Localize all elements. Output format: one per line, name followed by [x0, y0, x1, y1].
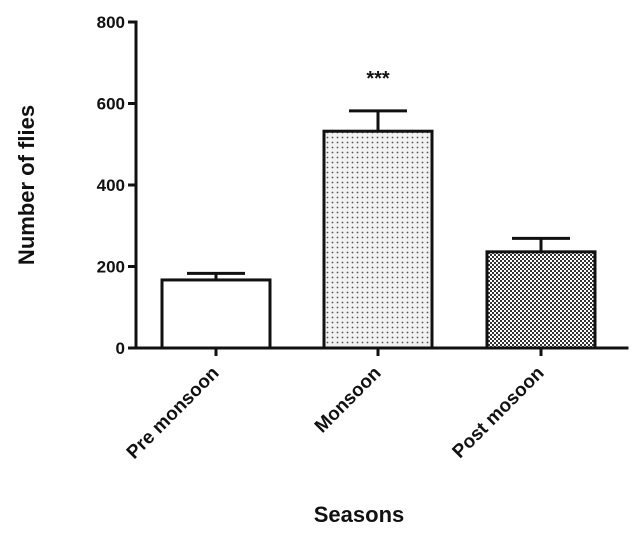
y-tick-label: 400	[97, 176, 125, 195]
x-tick-label: Monsoon	[311, 363, 386, 438]
bar-post-mosoon	[485, 250, 597, 350]
bar-pre-monsoon	[160, 278, 272, 350]
y-tick-label: 0	[116, 339, 125, 358]
bar-monsoon	[322, 129, 434, 350]
y-axis-title: Number of flies	[14, 105, 39, 265]
x-axis-title: Seasons	[314, 502, 405, 527]
y-tick-label: 800	[97, 13, 125, 32]
y-tick-label: 200	[97, 258, 125, 277]
y-tick-label: 600	[97, 95, 125, 114]
x-tick-label: Post mosoon	[449, 363, 549, 463]
significance-annotation: ***	[366, 68, 390, 90]
x-tick-label: Pre monsoon	[123, 363, 224, 464]
plot-area: 0 200 400 600 800 Pre monsoon Monsoon Post moso…	[97, 13, 629, 464]
